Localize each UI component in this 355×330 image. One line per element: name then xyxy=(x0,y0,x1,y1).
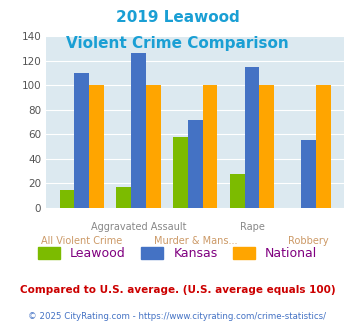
Bar xyxy=(245,67,260,208)
Bar xyxy=(60,189,75,208)
Bar xyxy=(230,174,245,208)
Text: 2019 Leawood: 2019 Leawood xyxy=(116,10,239,25)
Text: Aggravated Assault: Aggravated Assault xyxy=(91,222,186,232)
Bar xyxy=(260,85,274,208)
Text: Violent Crime Comparison: Violent Crime Comparison xyxy=(66,36,289,51)
Bar xyxy=(188,120,203,208)
Bar xyxy=(316,85,331,208)
Text: Rape: Rape xyxy=(240,222,264,232)
Bar xyxy=(203,85,217,208)
Bar xyxy=(75,73,89,208)
Text: Murder & Mans...: Murder & Mans... xyxy=(153,236,237,246)
Text: Compared to U.S. average. (U.S. average equals 100): Compared to U.S. average. (U.S. average … xyxy=(20,285,335,295)
Text: Robbery: Robbery xyxy=(288,236,329,246)
Bar xyxy=(116,187,131,208)
Bar xyxy=(146,85,161,208)
Text: © 2025 CityRating.com - https://www.cityrating.com/crime-statistics/: © 2025 CityRating.com - https://www.city… xyxy=(28,312,327,321)
Text: All Violent Crime: All Violent Crime xyxy=(41,236,122,246)
Bar xyxy=(89,85,104,208)
Legend: Leawood, Kansas, National: Leawood, Kansas, National xyxy=(33,242,322,265)
Bar xyxy=(173,137,188,208)
Bar xyxy=(301,141,316,208)
Bar xyxy=(131,53,146,208)
